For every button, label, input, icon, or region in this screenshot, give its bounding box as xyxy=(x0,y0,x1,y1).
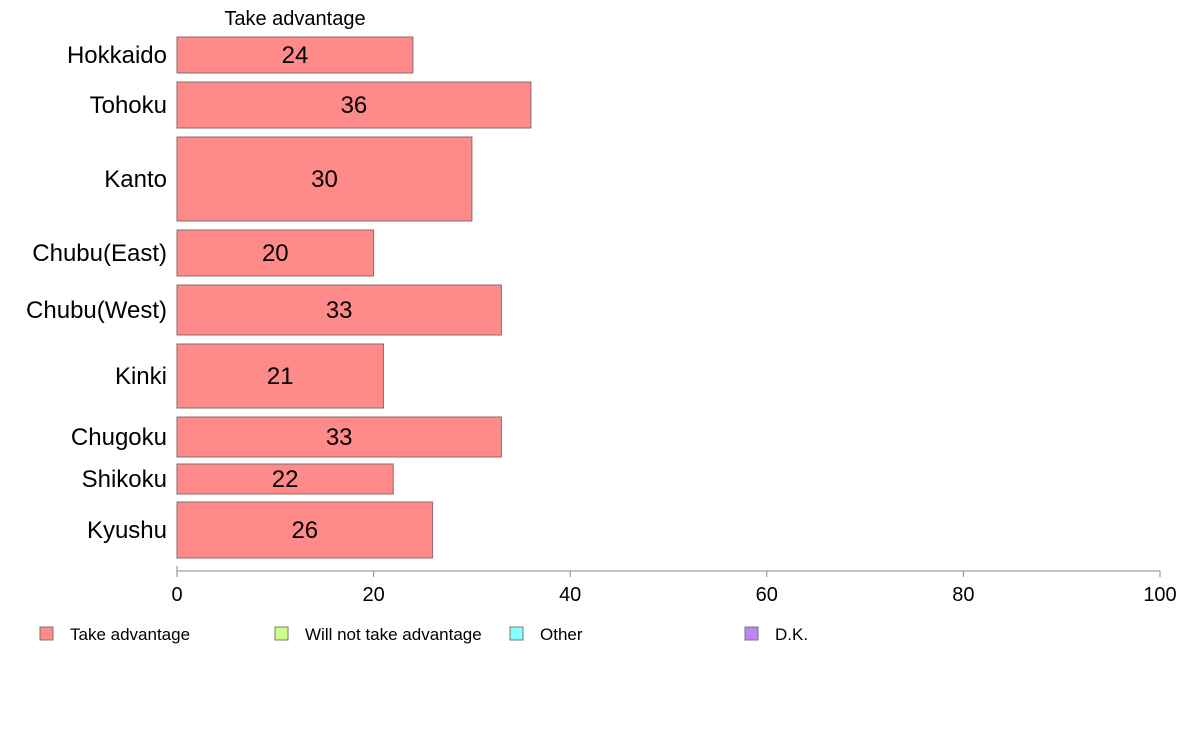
category-label: Shikoku xyxy=(82,466,167,493)
value-label: 26 xyxy=(291,517,318,544)
category-label: Chugoku xyxy=(71,424,167,451)
category-label: Chubu(East) xyxy=(32,240,167,267)
bar-chugoku xyxy=(176,416,502,458)
value-label: 22 xyxy=(272,466,299,493)
x-tick-label: 100 xyxy=(1143,584,1176,606)
bar-kyushu xyxy=(176,501,434,559)
legend-swatch xyxy=(39,626,54,641)
x-tick-label: 40 xyxy=(559,584,581,606)
x-tick-label: 80 xyxy=(952,584,974,606)
legend-swatch xyxy=(744,626,759,641)
bar-kanto xyxy=(176,136,473,222)
bar-chubu-east xyxy=(176,229,375,277)
bar-tohoku xyxy=(176,81,532,129)
category-label: Chubu(West) xyxy=(26,297,167,324)
legend-label: Will not take advantage xyxy=(305,625,482,644)
x-tick-label: 0 xyxy=(171,584,182,606)
value-label: 36 xyxy=(341,92,368,119)
legend: Take advantage Will not take advantage Oth… xyxy=(39,625,808,644)
category-label: Tohoku xyxy=(90,92,167,119)
category-label: Kanto xyxy=(104,166,167,193)
x-axis: 0 20 40 60 80 100 xyxy=(171,566,1177,606)
category-label: Kyushu xyxy=(87,517,167,544)
value-label: 30 xyxy=(311,166,338,193)
value-label: 20 xyxy=(262,240,289,267)
x-tick-label: 60 xyxy=(756,584,778,606)
value-label: 33 xyxy=(326,424,353,451)
legend-label: Other xyxy=(540,625,583,644)
value-label: 33 xyxy=(326,297,353,324)
category-label: Hokkaido xyxy=(67,42,167,69)
legend-label: Take advantage xyxy=(70,625,190,644)
legend-swatch xyxy=(274,626,289,641)
x-tick-label: 20 xyxy=(362,584,384,606)
column-title: Take advantage xyxy=(224,8,365,30)
legend-swatch xyxy=(509,626,524,641)
category-label: Kinki xyxy=(115,363,167,390)
value-label: 21 xyxy=(267,363,294,390)
bar-chubu-west xyxy=(176,284,502,336)
bar-kinki xyxy=(176,343,384,409)
bar-hokkaido xyxy=(176,36,414,74)
bars-group: Hokkaido 24 Tohoku 36 Kanto 30 Chubu(East) 20 Ch… xyxy=(26,36,532,559)
legend-label: D.K. xyxy=(775,625,808,644)
value-label: 24 xyxy=(282,42,309,69)
bar-shikoku xyxy=(176,463,394,495)
